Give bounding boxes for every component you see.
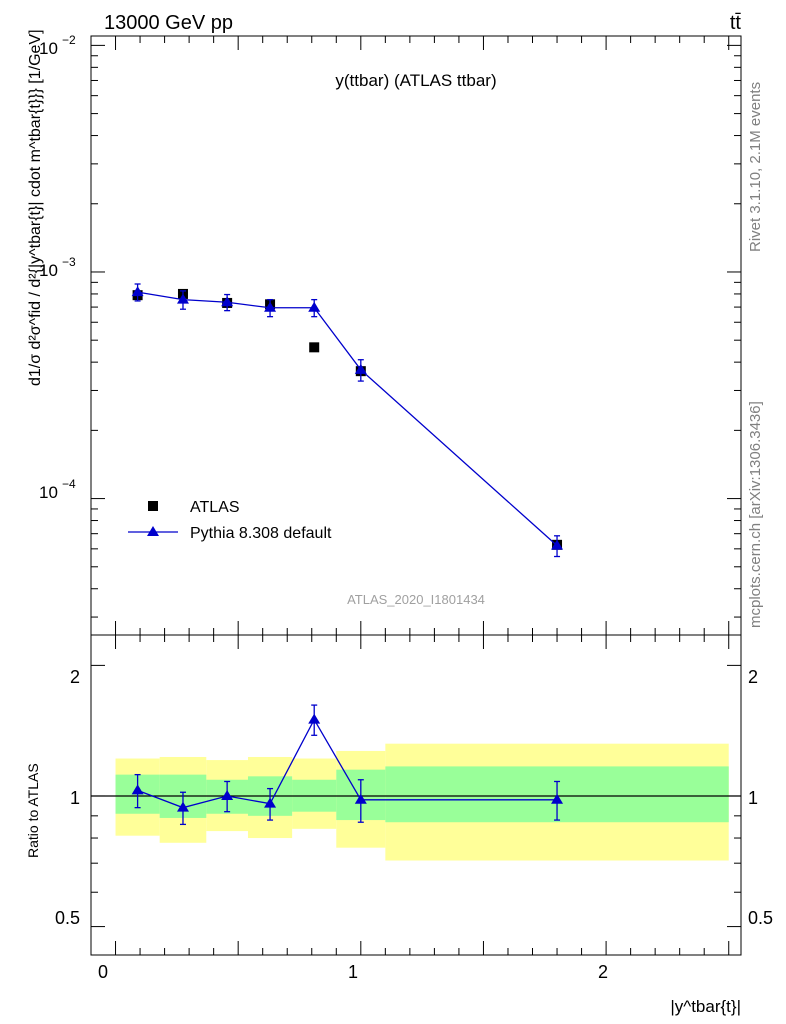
rivet-label: Rivet 3.1.10, 2.1M events: [747, 82, 764, 252]
ratio-point: [551, 793, 564, 804]
main-frame: [90, 35, 742, 636]
pythia-point: [551, 539, 564, 550]
ratio-y-tick-1-right: 1: [748, 788, 758, 808]
main-y-ticks: [91, 36, 741, 635]
x-axis-label: |y^tbar{t}|: [670, 997, 741, 1016]
process-label: tt̄: [730, 12, 742, 34]
x-tick-1: 1: [348, 962, 358, 982]
svg-text:10: 10: [39, 261, 58, 280]
y-tick-label-1e-4: 10 −4: [39, 477, 76, 502]
collision-label: 13000 GeV pp: [104, 12, 233, 34]
legend-marker-atlas: [148, 501, 158, 511]
ratio-marks: [131, 704, 564, 826]
atlas-point: [309, 342, 320, 353]
main-panel: 10 −2 10 −3 10 −4 y(ttbar) (ATLAS ttbar)…: [27, 29, 742, 636]
svg-text:10: 10: [39, 483, 58, 502]
x-tick-2: 2: [598, 962, 608, 982]
ratio-y-tick-2-right: 2: [748, 667, 758, 687]
main-marks: [131, 283, 564, 558]
svg-text:−3: −3: [62, 255, 76, 269]
mcplots-label: mcplots.cern.ch [arXiv:1306.3436]: [747, 401, 764, 628]
svg-text:−2: −2: [62, 33, 76, 47]
legend-marker-pythia: [147, 526, 159, 536]
ratio-y-axis-label: Ratio to ATLAS: [25, 763, 41, 858]
plot-title: y(ttbar) (ATLAS ttbar): [335, 71, 496, 90]
pythia-point: [264, 301, 277, 312]
pythia-point: [221, 296, 234, 307]
y-tick-label-1e-2: 10 −2: [39, 33, 76, 58]
ratio-ticks: [91, 635, 741, 955]
ratio-point: [308, 713, 321, 724]
ratio-point: [176, 801, 189, 812]
analysis-watermark: ATLAS_2020_I1801434: [347, 592, 485, 607]
legend-label-pythia: Pythia 8.308 default: [190, 525, 332, 542]
ratio-y-tick-2: 2: [70, 667, 80, 687]
ratio-frame: [90, 634, 742, 956]
pythia-point: [176, 293, 189, 304]
svg-text:−4: −4: [62, 477, 76, 491]
ratio-y-tick-1: 1: [70, 788, 80, 808]
legend-label-atlas: ATLAS: [190, 499, 240, 516]
ratio-y-tick-0.5: 0.5: [55, 908, 80, 928]
svg-text:10: 10: [39, 39, 58, 58]
pythia-point: [308, 301, 321, 312]
ratio-point: [264, 797, 277, 808]
pythia-point: [354, 363, 367, 374]
ratio-point: [131, 784, 144, 795]
pythia-point: [131, 286, 144, 297]
ratio-point: [354, 793, 367, 804]
ratio-point: [221, 789, 234, 800]
ratio-panel: 2 1 0.5 2 1 0.5 0 1 2 Ratio to ATLAS |y^…: [25, 634, 773, 1016]
legend: ATLAS Pythia 8.308 default: [128, 499, 332, 542]
ratio-bands: [91, 743, 741, 861]
y-axis-label: d1/σ d²σ^fid / d²{|y^tbar{t}| cdot m^tba…: [27, 29, 44, 386]
x-tick-0: 0: [98, 962, 108, 982]
ratio-y-tick-0.5-right: 0.5: [748, 908, 773, 928]
y-tick-label-1e-3: 10 −3: [39, 255, 76, 280]
